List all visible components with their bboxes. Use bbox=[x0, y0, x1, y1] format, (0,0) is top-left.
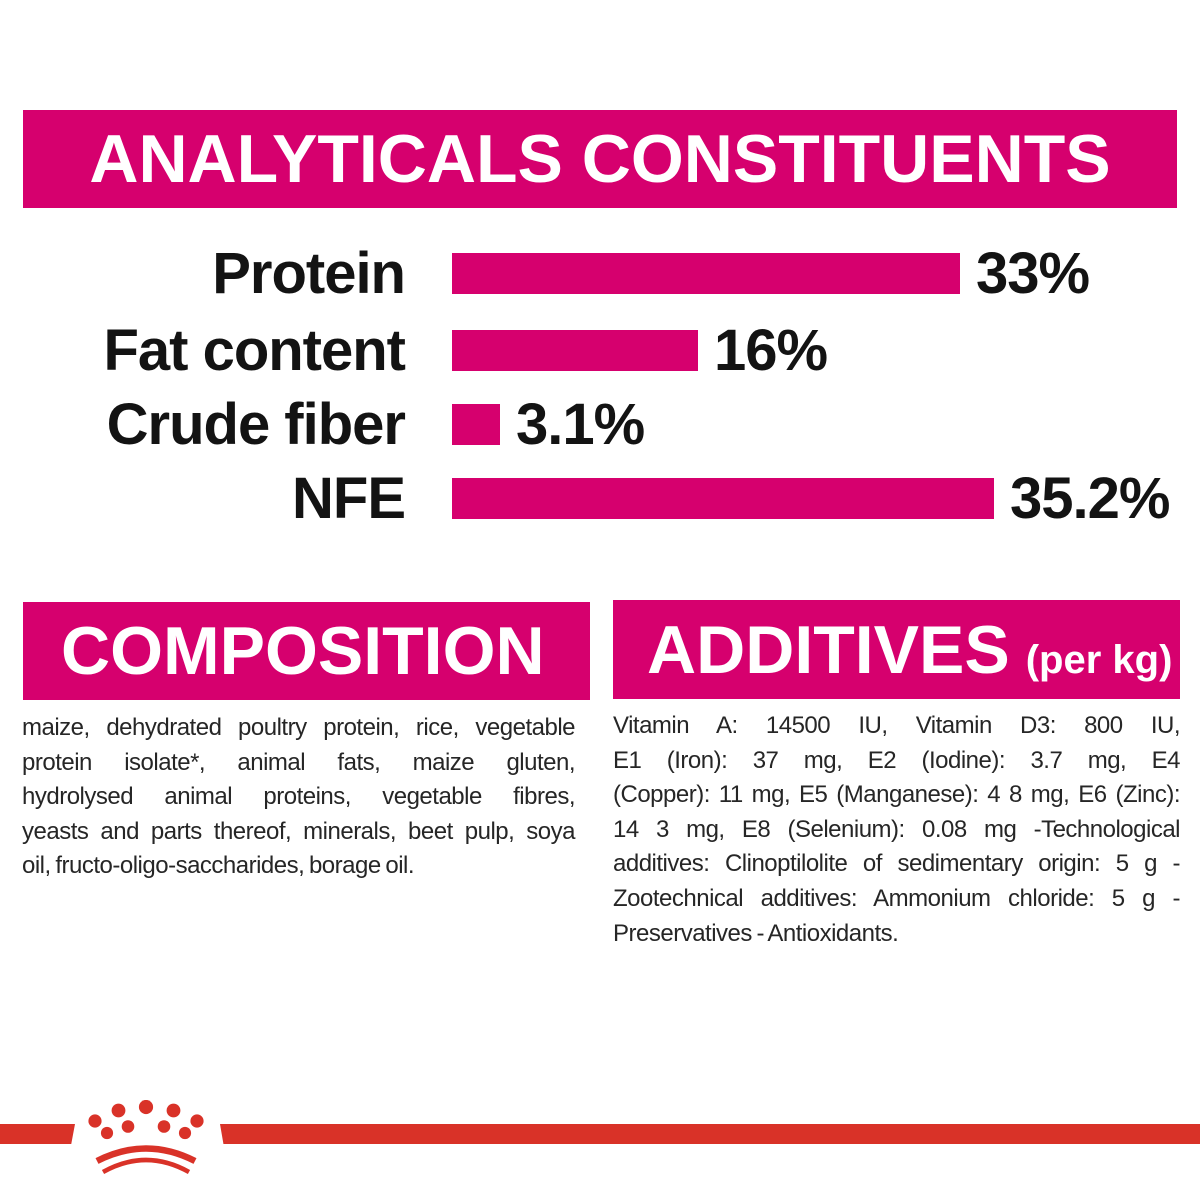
text-line: yeasts and parts thereof, minerals, beet… bbox=[22, 817, 576, 845]
additives-heading: ADDITIVES bbox=[647, 611, 1010, 688]
text-line: E1 (Iron): 37 mg, E2 (Iodine): 3.7 mg, E… bbox=[613, 746, 1181, 774]
page-title: ANALYTICALS CONSTITUENTS bbox=[89, 121, 1111, 197]
bar-row-crude-fiber: Crude fiber 3.1% bbox=[0, 392, 646, 457]
text-line: Vitamin A: 14500 IU, Vitamin D3: 800 IU, bbox=[613, 712, 1181, 739]
brand-stripe-left bbox=[0, 1124, 75, 1144]
bar-value: 33% bbox=[976, 241, 1090, 306]
bar-row-protein: Protein 33% bbox=[0, 241, 1090, 306]
crude-fiber-bar bbox=[452, 404, 500, 445]
bar-label: Crude fiber bbox=[106, 392, 406, 457]
text-line: 14 3 mg, E8 (Selenium): 0.08 mg -Technol… bbox=[613, 815, 1181, 843]
text-line: protein isolate*, animal fats, maize glu… bbox=[22, 748, 576, 776]
bar-label: NFE bbox=[292, 466, 406, 531]
text-line: Preservatives - Antioxidants. bbox=[613, 919, 899, 947]
text-line: oil, fructo-oligo-saccharides, borage oi… bbox=[22, 852, 415, 880]
text-line: (Copper): 11 mg, E5 (Manganese): 4 8 mg,… bbox=[613, 781, 1181, 809]
nfe-bar bbox=[452, 478, 994, 519]
text-line: hydrolysed animal proteins, vegetable fi… bbox=[22, 783, 576, 811]
additives-heading-banner: ADDITIVES (per kg) bbox=[613, 600, 1180, 699]
text-line: maize, dehydrated poultry protein, rice,… bbox=[22, 714, 576, 741]
composition-heading-banner: COMPOSITION bbox=[23, 602, 590, 700]
composition-paragraph: maize, dehydrated poultry protein, rice,… bbox=[22, 711, 576, 884]
bar-row-nfe: NFE 35.2% bbox=[0, 466, 1170, 531]
fat-content-bar bbox=[452, 330, 698, 371]
bar-value: 16% bbox=[714, 318, 828, 383]
bar-value: 35.2% bbox=[1010, 466, 1170, 531]
bar-value: 3.1% bbox=[516, 392, 645, 457]
bar-label: Protein bbox=[212, 241, 406, 306]
additives-paragraph: Vitamin A: 14500 IU, Vitamin D3: 800 IU,… bbox=[613, 709, 1181, 951]
royal-canin-crown-icon bbox=[88, 1100, 204, 1175]
text-line: Zootechnical additives: Ammonium chlorid… bbox=[613, 884, 1181, 912]
additives-heading-row: ADDITIVES (per kg) bbox=[647, 611, 1172, 689]
bar-row-fat-content: Fat content 16% bbox=[0, 318, 828, 383]
header-banner: ANALYTICALS CONSTITUENTS bbox=[23, 110, 1177, 208]
protein-bar bbox=[452, 253, 960, 294]
brand-stripe-right bbox=[220, 1124, 1200, 1144]
additives-heading-unit: (per kg) bbox=[1025, 637, 1173, 682]
composition-heading: COMPOSITION bbox=[61, 613, 545, 689]
bar-label: Fat content bbox=[103, 318, 406, 383]
text-line: additives: Clinoptilolite of sedimentary… bbox=[613, 850, 1181, 878]
